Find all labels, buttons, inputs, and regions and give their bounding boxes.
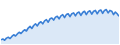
line — [1, 10, 119, 41]
plot-area — [1, 10, 119, 44]
area — [1, 10, 119, 44]
chart — [0, 0, 120, 45]
